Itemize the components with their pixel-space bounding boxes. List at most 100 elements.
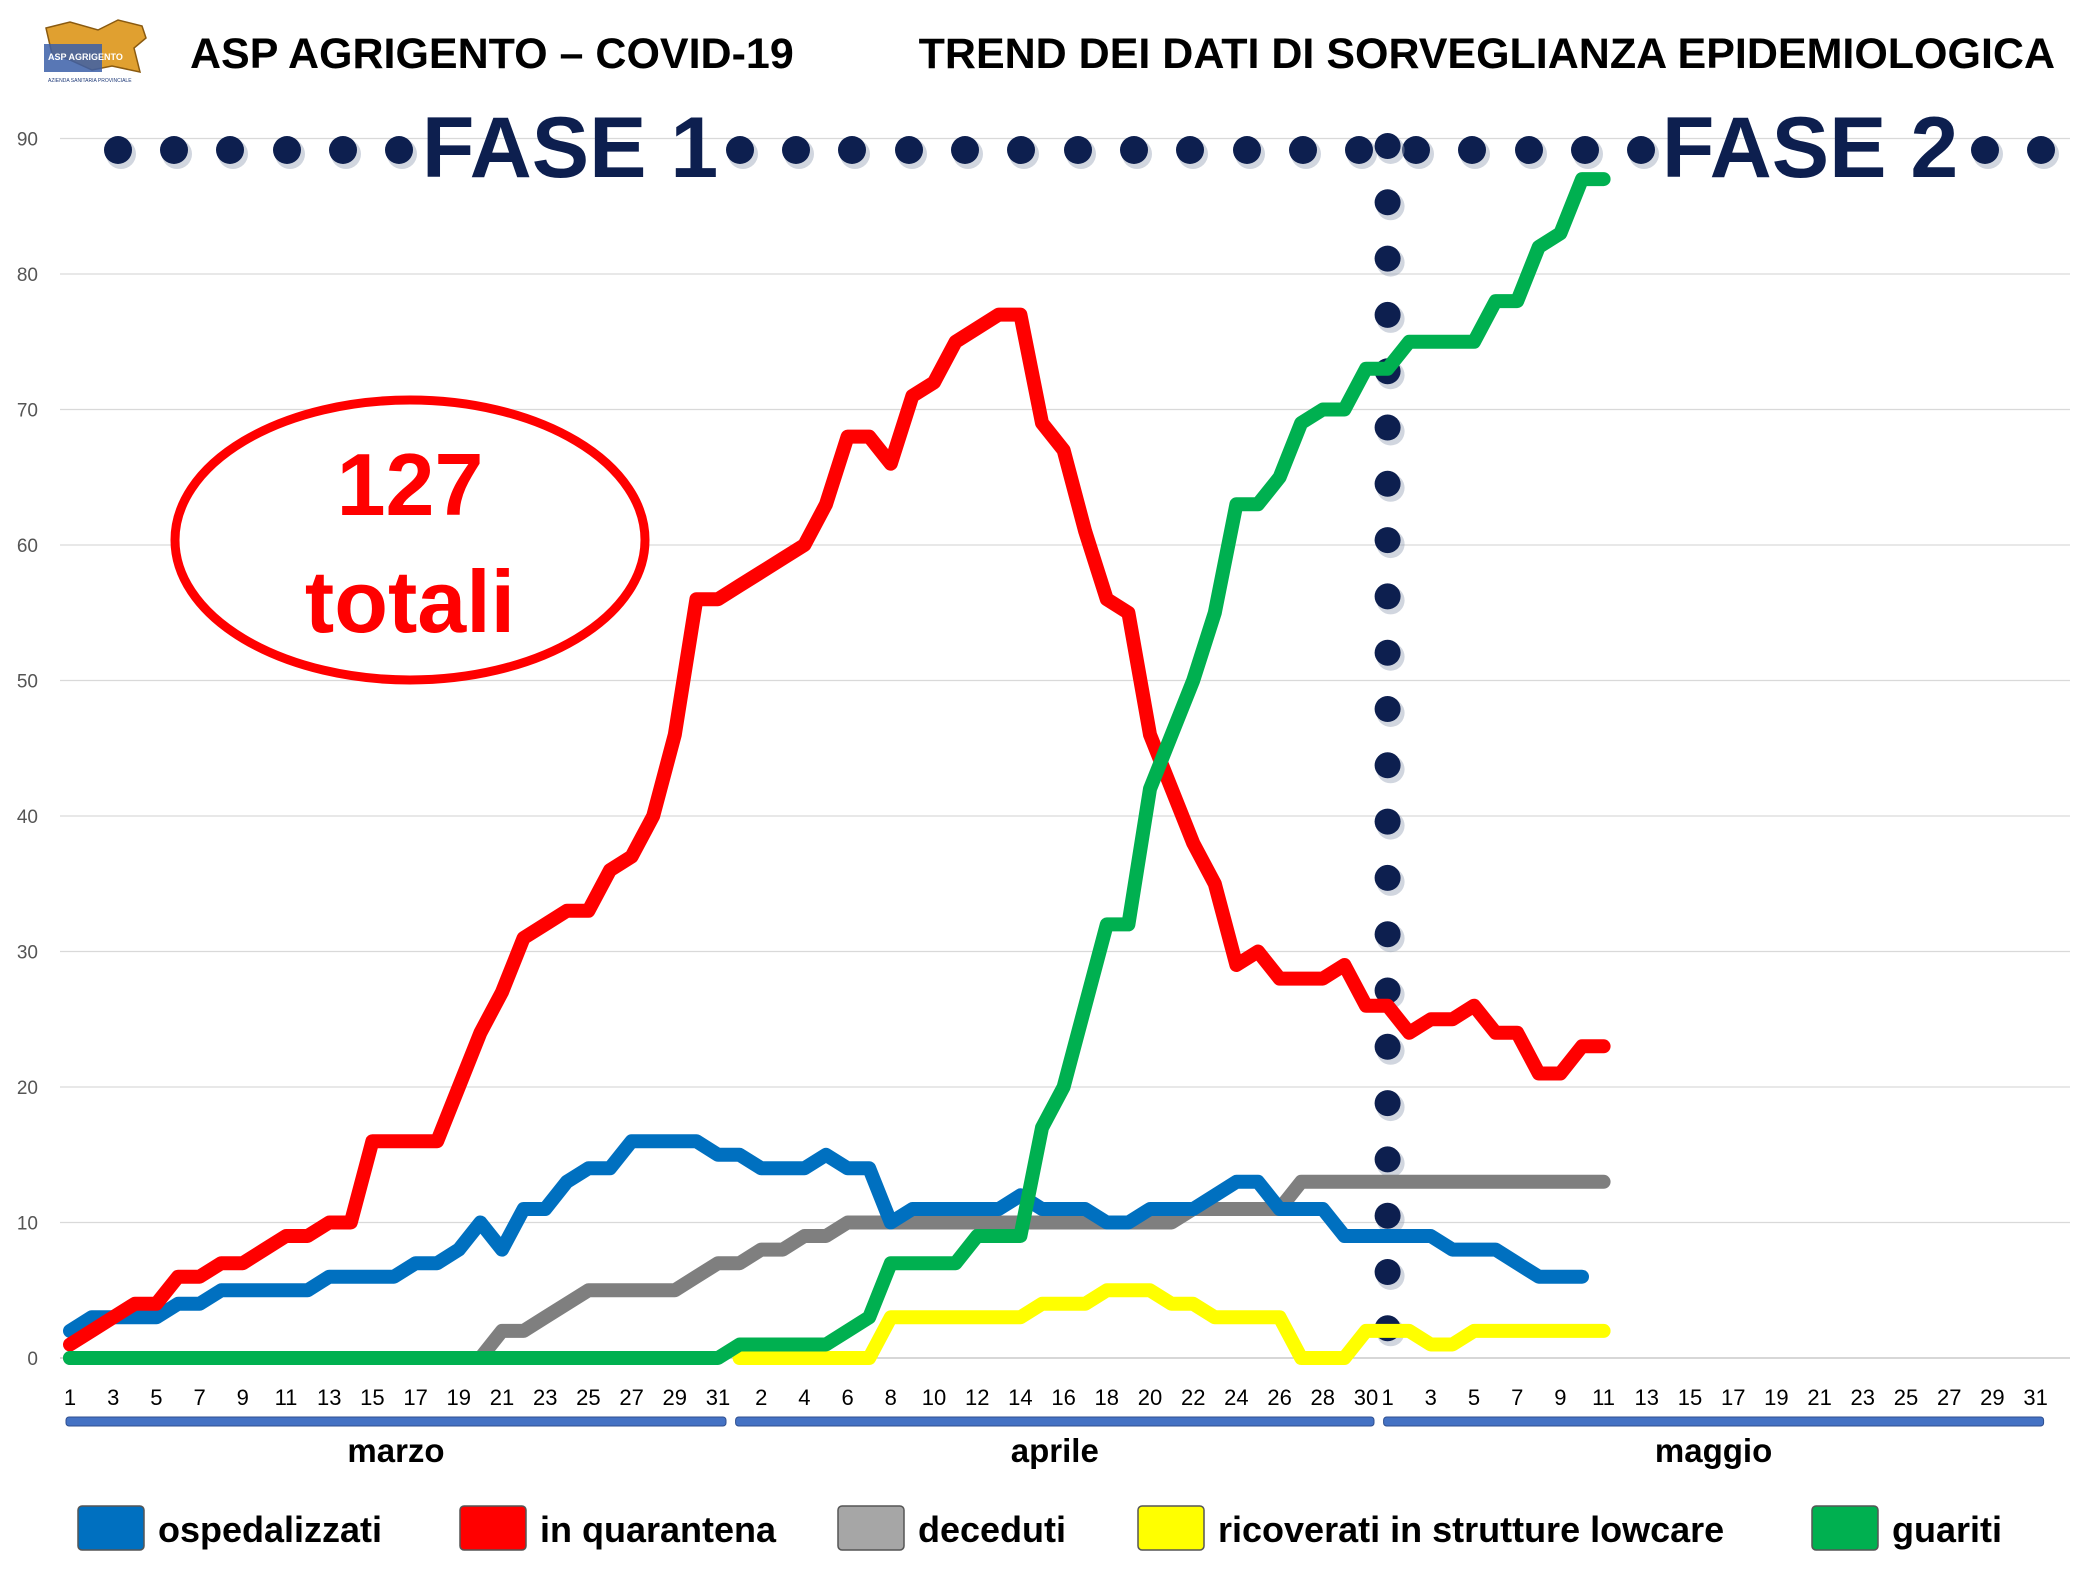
legend-label: guariti [1892, 1509, 2002, 1550]
x-tick-label: 10 [922, 1385, 946, 1410]
legend-swatch [459, 1505, 527, 1551]
phase-dot [895, 136, 923, 164]
x-tick-label: 3 [1425, 1385, 1437, 1410]
legend-swatch [837, 1505, 905, 1551]
x-tick-label: 16 [1051, 1385, 1075, 1410]
x-tick-label: 21 [1807, 1385, 1831, 1410]
x-tick-label: 31 [2023, 1385, 2047, 1410]
x-tick-label: 1 [64, 1385, 76, 1410]
series-line-0 [63, 1134, 1589, 1338]
y-tick-label: 50 [17, 672, 38, 693]
phase-dot [838, 136, 866, 164]
y-tick-label: 20 [17, 1078, 38, 1099]
x-tick-label: 2 [755, 1385, 767, 1410]
total-callout-ellipse [170, 395, 650, 685]
y-axis: 0 10 20 30 40 50 60 70 80 90 [17, 130, 38, 1371]
divider-dot [1374, 583, 1401, 610]
y-tick-label: 0 [27, 1349, 38, 1370]
x-tick-label: 21 [490, 1385, 514, 1410]
fase1-label: FASE 1 [422, 100, 718, 196]
divider-dot [1374, 1259, 1401, 1285]
x-tick-label: 1 [1381, 1385, 1393, 1410]
total-number: 127 [337, 435, 484, 534]
x-tick-label: 23 [533, 1385, 557, 1410]
phase-dot [385, 136, 413, 164]
phase-dot [1402, 136, 1430, 164]
legend-swatch [1811, 1505, 1879, 1551]
divider-dot [1374, 301, 1401, 328]
logo-box [44, 44, 102, 72]
x-tick-label: 20 [1138, 1385, 1162, 1410]
x-tick-label: 22 [1181, 1385, 1205, 1410]
y-tick-label: 80 [17, 265, 38, 286]
month-axis: marzo aprile maggio [65, 1416, 2045, 1469]
divider-dot [1374, 527, 1401, 554]
x-tick-label: 27 [1937, 1385, 1961, 1410]
x-tick-label: 4 [798, 1385, 810, 1410]
x-tick-label: 15 [1678, 1385, 1702, 1410]
x-tick-label: 9 [237, 1385, 249, 1410]
logo-subtext: AZIENDA SANITARIA PROVINCIALE [48, 78, 132, 84]
divider-dot [1374, 245, 1401, 272]
phase-markers [104, 133, 2059, 1347]
legend-label: deceduti [918, 1509, 1066, 1550]
phase-dot [1971, 136, 1999, 164]
month-bar [1383, 1416, 2045, 1427]
x-tick-label: 9 [1554, 1385, 1566, 1410]
x-tick-label: 5 [150, 1385, 162, 1410]
phase-dot [329, 136, 357, 164]
x-tick-label: 14 [1008, 1385, 1032, 1410]
x-tick-label: 8 [885, 1385, 897, 1410]
phase-dot [2027, 136, 2055, 164]
legend-swatch [1137, 1505, 1205, 1551]
phase-dot [1627, 136, 1655, 164]
series-line-3 [732, 1283, 1611, 1365]
phase-dot [782, 136, 810, 164]
x-tick-label: 29 [663, 1385, 687, 1410]
fase2-label: FASE 2 [1662, 100, 1958, 196]
divider-dot [1374, 808, 1401, 835]
total-callout: 127 totali [170, 395, 650, 685]
x-tick-label: 17 [403, 1385, 427, 1410]
divider-dot [1374, 752, 1401, 779]
legend-label: ricoverati in strutture lowcare [1218, 1509, 1724, 1550]
divider-dot [1374, 1202, 1401, 1229]
divider-dot [1374, 1090, 1401, 1117]
x-tick-label: 19 [1764, 1385, 1788, 1410]
series-lines [63, 172, 1611, 1365]
x-tick-label: 30 [1354, 1385, 1378, 1410]
divider-dot [1374, 414, 1401, 441]
y-tick-label: 90 [17, 130, 38, 151]
divider-dot [1374, 470, 1401, 497]
phase-dot [1007, 136, 1035, 164]
y-tick-label: 10 [17, 1214, 38, 1235]
total-label: totali [305, 552, 515, 651]
phase-dot [1176, 136, 1204, 164]
phase-dot [216, 136, 244, 164]
x-tick-label: 29 [1980, 1385, 2004, 1410]
x-tick-label: 11 [1592, 1385, 1615, 1410]
phase-dot [104, 136, 132, 164]
phase-dot [951, 136, 979, 164]
x-tick-label: 11 [275, 1385, 298, 1410]
divider-dot [1374, 696, 1401, 722]
divider-dot [1374, 133, 1401, 159]
phase-dot [726, 136, 754, 164]
series-line-4 [63, 172, 1611, 1365]
phase-dot [1289, 136, 1317, 164]
x-tick-label: 23 [1851, 1385, 1875, 1410]
x-tick-label: 12 [965, 1385, 989, 1410]
x-tick-label: 5 [1468, 1385, 1480, 1410]
legend-swatch [77, 1505, 145, 1551]
phase-dot [1345, 136, 1373, 164]
month-bar [65, 1416, 727, 1427]
x-tick-label: 13 [317, 1385, 341, 1410]
title-left: ASP AGRIGENTO – COVID-19 [190, 30, 794, 78]
month-label: maggio [1655, 1432, 1772, 1469]
x-tick-label: 7 [193, 1385, 205, 1410]
y-tick-label: 40 [17, 807, 38, 828]
divider-dot [1374, 189, 1401, 216]
x-tick-label: 7 [1511, 1385, 1523, 1410]
phase-dot [1233, 136, 1261, 164]
